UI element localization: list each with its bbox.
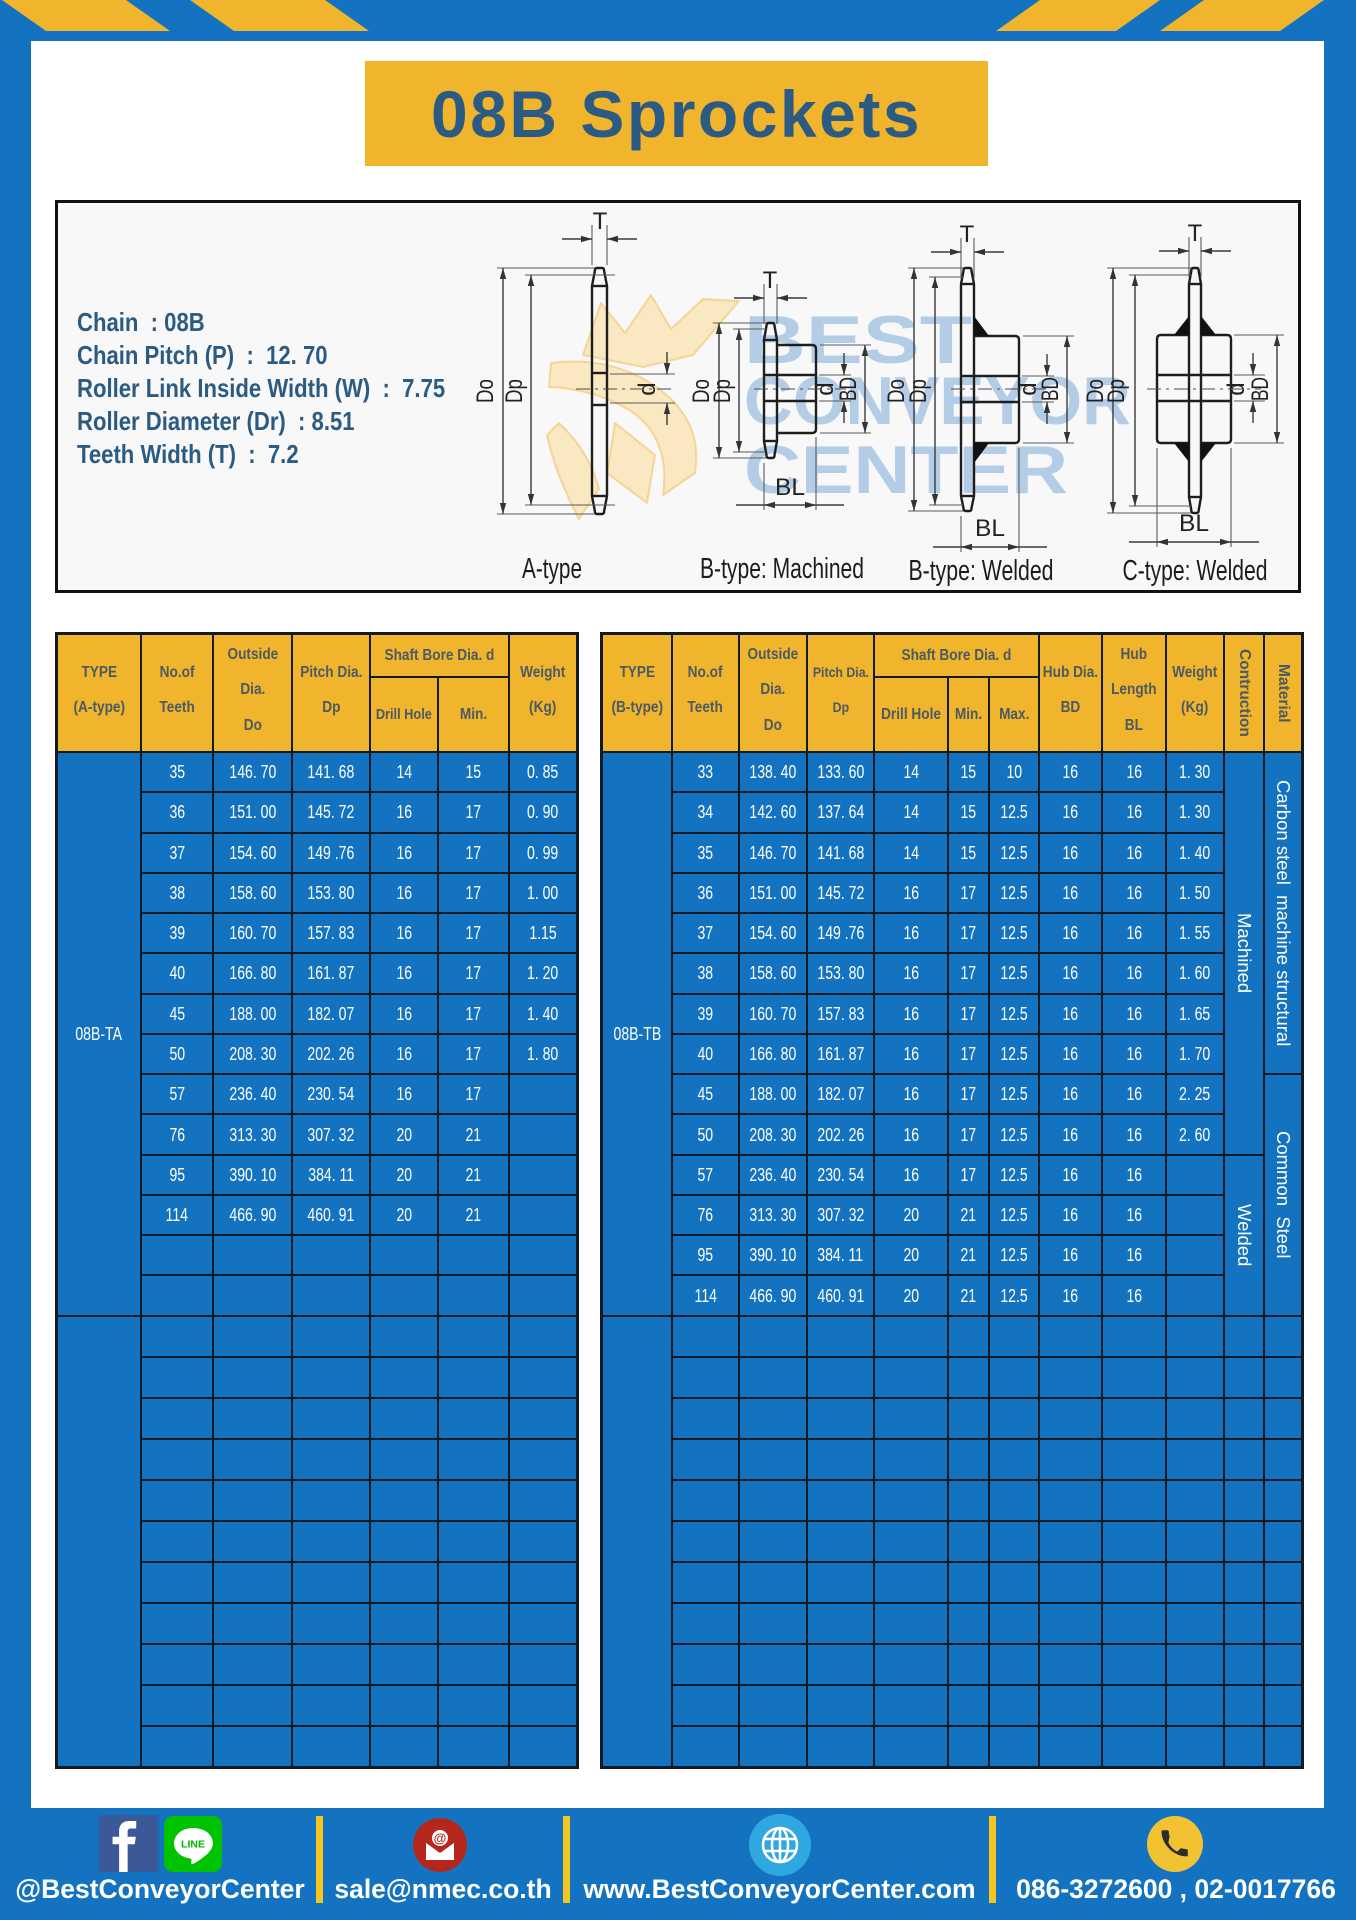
svg-text:B-type: Machined: B-type: Machined <box>700 553 864 585</box>
svg-text:Do: Do <box>472 379 499 403</box>
svg-text:d: d <box>634 382 661 395</box>
svg-text:B-type: Welded: B-type: Welded <box>909 555 1054 587</box>
svg-text:A-type: A-type <box>522 553 582 585</box>
svg-text:T: T <box>1188 220 1203 247</box>
svg-text:d: d <box>812 382 839 395</box>
svg-text:@: @ <box>434 1831 447 1846</box>
svg-text:Do: Do <box>883 379 910 403</box>
svg-text:Do: Do <box>1082 379 1109 403</box>
svg-text:Dp: Dp <box>905 379 932 403</box>
svg-text:Dp: Dp <box>1103 379 1130 403</box>
svg-text:Do: Do <box>688 379 715 403</box>
svg-text:BL: BL <box>775 474 805 501</box>
svg-text:C-type: Welded: C-type: Welded <box>1123 555 1268 587</box>
svg-text:BL: BL <box>975 515 1005 542</box>
svg-text:LINE: LINE <box>181 1839 205 1851</box>
svg-text:CENTER: CENTER <box>744 432 1068 508</box>
svg-text:BEST: BEST <box>744 302 972 378</box>
svg-text:T: T <box>593 208 608 235</box>
svg-text:Dp: Dp <box>709 379 736 403</box>
svg-text:T: T <box>960 221 975 248</box>
svg-text:BL: BL <box>1179 510 1209 537</box>
svg-text:T: T <box>763 267 778 294</box>
svg-text:Dp: Dp <box>501 379 528 403</box>
svg-text:d: d <box>1015 382 1042 395</box>
